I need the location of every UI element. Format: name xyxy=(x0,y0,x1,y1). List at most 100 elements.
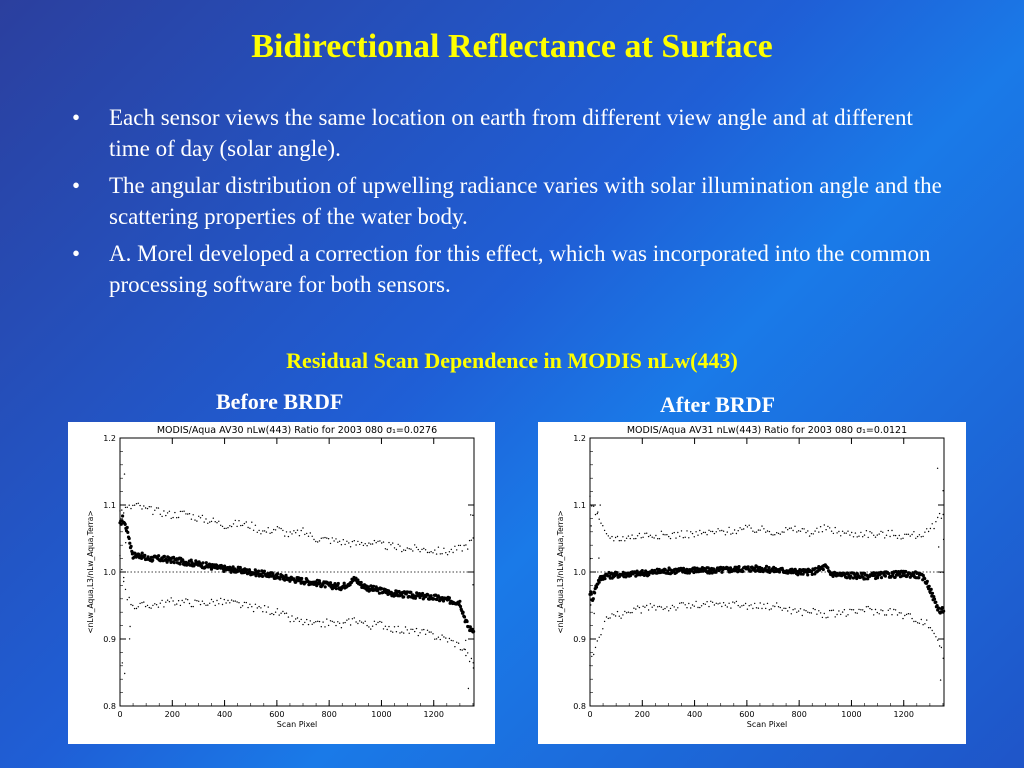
data-point xyxy=(697,534,699,536)
data-point xyxy=(320,626,322,628)
data-point xyxy=(326,537,328,539)
data-point xyxy=(317,620,319,622)
data-point xyxy=(730,533,732,535)
data-point xyxy=(796,611,798,613)
data-point xyxy=(603,529,606,532)
data-point xyxy=(262,611,264,613)
data-point xyxy=(360,621,363,623)
data-point xyxy=(829,609,831,612)
data-point xyxy=(922,535,924,538)
data-point xyxy=(702,603,705,605)
data-point xyxy=(334,587,338,591)
y-tick-label: 0.8 xyxy=(103,702,116,711)
data-point xyxy=(126,599,128,601)
data-point xyxy=(252,610,255,613)
data-point xyxy=(851,531,853,534)
data-point xyxy=(401,631,403,633)
data-point xyxy=(765,531,767,533)
data-point xyxy=(821,567,825,572)
data-point xyxy=(207,562,212,566)
data-point xyxy=(384,548,387,550)
data-point xyxy=(196,520,198,522)
data-point xyxy=(395,631,398,633)
data-point xyxy=(390,630,392,632)
data-point xyxy=(183,601,185,604)
data-point xyxy=(605,533,608,535)
data-point xyxy=(937,639,939,641)
data-point xyxy=(655,609,657,611)
bullet-item: • Each sensor views the same location on … xyxy=(72,102,952,164)
data-point xyxy=(271,572,275,576)
data-point xyxy=(690,607,692,609)
data-point xyxy=(293,530,295,532)
data-point xyxy=(821,616,824,619)
data-point xyxy=(618,615,620,617)
data-point xyxy=(238,565,242,570)
data-point xyxy=(629,537,631,540)
data-point xyxy=(856,612,858,614)
data-point xyxy=(942,513,944,516)
bullet-symbol: • xyxy=(72,241,81,266)
data-point xyxy=(695,531,697,533)
data-point xyxy=(179,510,182,513)
data-point xyxy=(201,514,204,517)
data-point xyxy=(450,548,452,551)
data-point xyxy=(397,625,399,628)
data-point xyxy=(925,579,929,583)
data-point xyxy=(757,529,760,531)
y-tick-label: 1.1 xyxy=(103,501,116,510)
data-point xyxy=(397,543,399,546)
data-point xyxy=(472,537,474,539)
data-point xyxy=(935,521,937,523)
data-point xyxy=(183,510,185,512)
data-point xyxy=(611,535,613,538)
y-tick-label: 1.2 xyxy=(103,434,116,443)
data-point xyxy=(240,606,242,609)
data-point xyxy=(320,537,322,539)
data-point xyxy=(408,548,410,550)
data-point xyxy=(640,569,644,573)
data-point xyxy=(346,619,348,621)
data-point xyxy=(863,534,866,536)
data-point xyxy=(737,530,739,532)
data-point xyxy=(669,607,672,610)
data-point xyxy=(465,639,467,642)
data-point xyxy=(653,568,657,573)
data-point xyxy=(874,536,877,538)
data-point xyxy=(889,535,891,538)
data-point xyxy=(882,610,884,612)
data-point xyxy=(302,527,304,529)
data-point xyxy=(190,518,193,520)
data-point xyxy=(691,532,694,535)
data-point xyxy=(693,605,695,607)
data-point xyxy=(234,519,236,522)
x-tick-label: 800 xyxy=(322,710,337,719)
data-point xyxy=(278,527,280,529)
data-point xyxy=(829,527,831,529)
data-point xyxy=(761,607,763,610)
data-point xyxy=(333,540,335,542)
data-point xyxy=(435,553,438,555)
data-point xyxy=(124,506,127,509)
data-point xyxy=(942,609,946,613)
data-point xyxy=(763,603,765,605)
data-point xyxy=(649,603,652,605)
data-point xyxy=(635,608,637,610)
data-point xyxy=(618,540,620,542)
data-point xyxy=(845,532,847,534)
data-point xyxy=(462,615,467,619)
data-point xyxy=(711,601,714,603)
outlier-points xyxy=(589,467,945,681)
data-point xyxy=(379,620,381,623)
data-point xyxy=(267,606,269,608)
data-point xyxy=(349,546,352,548)
data-point xyxy=(854,532,857,534)
data-point xyxy=(830,609,833,612)
data-point xyxy=(746,565,750,569)
data-point xyxy=(911,617,913,620)
data-point xyxy=(666,606,668,608)
data-point xyxy=(597,580,601,584)
data-point xyxy=(845,576,849,580)
data-point xyxy=(227,599,229,602)
data-point xyxy=(932,597,937,601)
